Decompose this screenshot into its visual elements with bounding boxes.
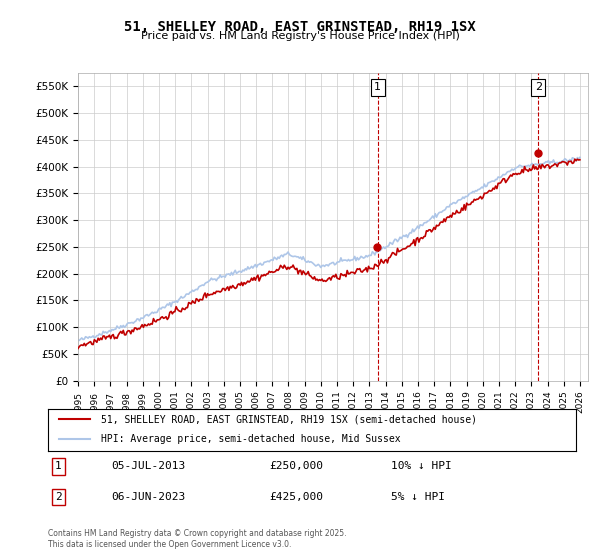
Text: 51, SHELLEY ROAD, EAST GRINSTEAD, RH19 1SX: 51, SHELLEY ROAD, EAST GRINSTEAD, RH19 1…: [124, 20, 476, 34]
Text: 1: 1: [374, 82, 381, 92]
Text: 1: 1: [55, 461, 62, 471]
Text: 10% ↓ HPI: 10% ↓ HPI: [391, 461, 452, 471]
Text: 2: 2: [55, 492, 62, 502]
Text: £425,000: £425,000: [270, 492, 324, 502]
Text: 5% ↓ HPI: 5% ↓ HPI: [391, 492, 445, 502]
Text: HPI: Average price, semi-detached house, Mid Sussex: HPI: Average price, semi-detached house,…: [101, 434, 400, 444]
Text: 05-JUL-2013: 05-JUL-2013: [112, 461, 185, 471]
Text: Price paid vs. HM Land Registry's House Price Index (HPI): Price paid vs. HM Land Registry's House …: [140, 31, 460, 41]
Text: 06-JUN-2023: 06-JUN-2023: [112, 492, 185, 502]
Text: Contains HM Land Registry data © Crown copyright and database right 2025.
This d: Contains HM Land Registry data © Crown c…: [48, 529, 347, 549]
Text: £250,000: £250,000: [270, 461, 324, 471]
Text: 2: 2: [535, 82, 542, 92]
Text: 51, SHELLEY ROAD, EAST GRINSTEAD, RH19 1SX (semi-detached house): 51, SHELLEY ROAD, EAST GRINSTEAD, RH19 1…: [101, 414, 477, 424]
